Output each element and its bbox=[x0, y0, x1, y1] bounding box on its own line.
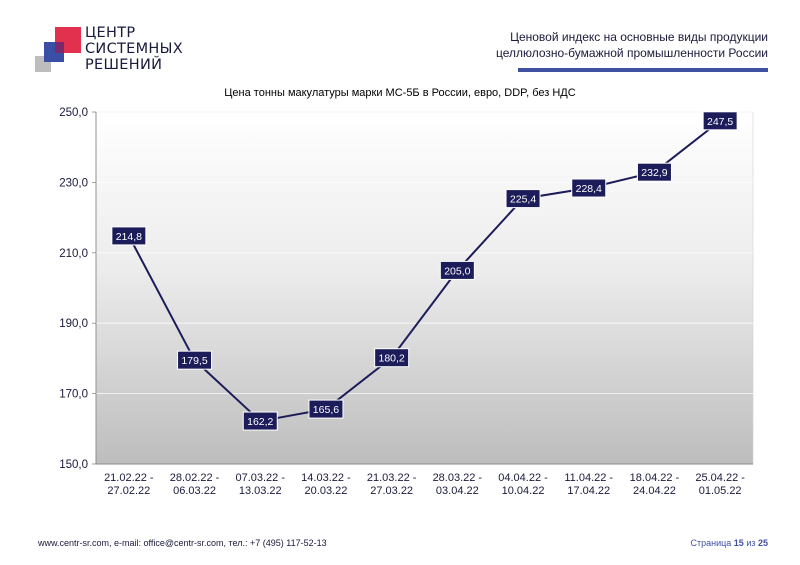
logo-line-1: ЦЕНТР bbox=[85, 25, 136, 41]
data-label-box bbox=[702, 111, 738, 131]
data-label-box bbox=[439, 260, 475, 280]
logo-line-2: СИСТЕМНЫХ bbox=[85, 41, 183, 57]
data-label: 179,5 bbox=[181, 355, 207, 367]
x-tick-label: 21.03.22 - bbox=[367, 472, 417, 484]
series-line bbox=[127, 120, 721, 423]
x-tick-label: 10.04.22 bbox=[502, 485, 545, 497]
data-label: 205,0 bbox=[444, 265, 470, 277]
data-label: 214,8 bbox=[116, 231, 142, 243]
data-label-box bbox=[111, 226, 147, 246]
data-label-box bbox=[374, 348, 410, 368]
data-label-box bbox=[636, 162, 672, 182]
x-tick-label: 27.02.22 bbox=[107, 485, 150, 497]
logo-overlap-square bbox=[55, 42, 64, 53]
x-tick-label: 18.04.22 - bbox=[630, 472, 680, 484]
page-of: из bbox=[746, 538, 756, 548]
data-label: 165,6 bbox=[313, 404, 339, 416]
data-label-box bbox=[571, 178, 607, 198]
chart-title: Цена тонны макулатуры марки МС-5Б в Росс… bbox=[224, 87, 576, 99]
header-title: Ценовой индекс на основные виды продукци… bbox=[468, 30, 768, 61]
data-label: 247,5 bbox=[707, 116, 733, 128]
x-tick-label: 28.02.22 - bbox=[170, 472, 220, 484]
x-tick-label: 25.04.22 - bbox=[695, 472, 745, 484]
page-total: 25 bbox=[757, 538, 768, 548]
x-tick-label: 03.04.22 bbox=[436, 485, 479, 497]
data-label: 162,2 bbox=[247, 416, 273, 428]
y-tick-label: 150,0 bbox=[59, 459, 88, 471]
y-tick-label: 170,0 bbox=[59, 389, 88, 401]
x-tick-label: 20.03.22 bbox=[305, 485, 348, 497]
header-rule bbox=[518, 68, 768, 72]
x-tick-label: 14.03.22 - bbox=[301, 472, 351, 484]
logo-squares-icon bbox=[35, 27, 81, 72]
data-label: 232,9 bbox=[641, 167, 667, 179]
logo: ЦЕНТР СИСТЕМНЫХ РЕШЕНИЙ bbox=[35, 25, 185, 75]
page-word: Страница bbox=[690, 538, 732, 548]
x-tick-label: 24.04.22 bbox=[633, 485, 676, 497]
footer-contacts: www.centr-sr.com, e-mail: office@centr-s… bbox=[38, 538, 327, 548]
footer-page-number: Страница 15 из 25 bbox=[690, 538, 768, 548]
x-tick-label: 13.03.22 bbox=[239, 485, 282, 497]
x-tick-label: 11.04.22 - bbox=[564, 472, 613, 484]
page-current: 15 bbox=[733, 538, 744, 548]
logo-text: ЦЕНТР СИСТЕМНЫХ РЕШЕНИЙ bbox=[85, 25, 183, 73]
x-tick-label: 06.03.22 bbox=[173, 485, 216, 497]
x-tick-label: 04.04.22 - bbox=[498, 472, 548, 484]
y-tick-label: 190,0 bbox=[59, 318, 88, 330]
logo-line-3: РЕШЕНИЙ bbox=[85, 57, 163, 73]
data-label-box bbox=[505, 189, 541, 209]
header-title-line-1: Ценовой индекс на основные виды продукци… bbox=[510, 30, 768, 44]
x-tick-label: 01.05.22 bbox=[699, 485, 742, 497]
y-tick-label: 210,0 bbox=[59, 248, 88, 260]
data-label-box bbox=[308, 399, 344, 419]
x-tick-label: 21.02.22 - bbox=[104, 472, 154, 484]
data-label-box bbox=[177, 350, 213, 370]
y-tick-label: 230,0 bbox=[59, 177, 88, 189]
data-label: 228,4 bbox=[576, 183, 602, 195]
x-tick-label: 17.04.22 bbox=[567, 485, 610, 497]
data-label: 180,2 bbox=[379, 353, 405, 365]
x-tick-label: 27.03.22 bbox=[370, 485, 413, 497]
x-tick-label: 07.03.22 - bbox=[235, 472, 285, 484]
y-tick-label: 250,0 bbox=[59, 107, 88, 119]
x-tick-label: 28.03.22 - bbox=[433, 472, 483, 484]
data-label-box bbox=[242, 411, 278, 431]
data-label: 225,4 bbox=[510, 194, 536, 206]
header-title-line-2: целлюлозно-бумажной промышленности Росси… bbox=[495, 45, 768, 60]
